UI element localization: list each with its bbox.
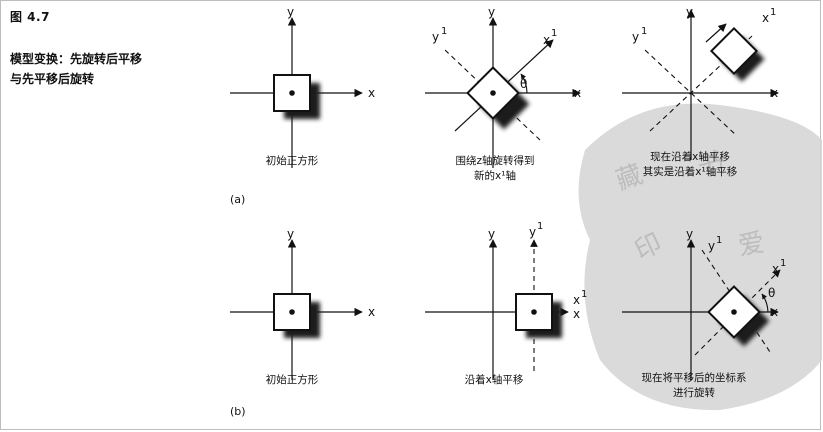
- y1-axis-sup: 1: [716, 235, 722, 246]
- panel-a3-caption-line-2: 其实是沿着x¹轴平移: [643, 165, 738, 178]
- rotation-arc: [520, 73, 528, 94]
- y1-axis-sup: 1: [441, 26, 447, 37]
- y1-axis-label: y: [708, 239, 715, 253]
- row-a-label: (a): [230, 193, 245, 206]
- y-axis-label: y: [488, 5, 495, 19]
- y1-axis: [644, 49, 738, 137]
- panel-a2: y x x 1 y 1 θ 围绕z轴旋转得到 新的x¹轴: [425, 5, 581, 182]
- x1-axis-label: x: [762, 11, 769, 25]
- x1-axis: [694, 269, 781, 356]
- x-axis-label: x: [771, 305, 778, 319]
- svg-text:爱: 爱: [736, 228, 767, 262]
- origin-dot: [490, 90, 496, 96]
- origin-dot: [289, 90, 295, 96]
- panel-b1: y x 初始正方形: [230, 227, 375, 386]
- x1-axis-label: x: [543, 33, 550, 47]
- panel-a1-caption: 初始正方形: [266, 154, 319, 167]
- row-b-label: (b): [230, 405, 246, 418]
- y-axis-label: y: [488, 227, 495, 241]
- figure-caption-line-2: 与先平移后旋转: [10, 72, 95, 86]
- x1-axis-sup: 1: [581, 289, 587, 300]
- y-axis-label: y: [686, 227, 693, 241]
- y-axis-label: y: [287, 227, 294, 241]
- square: [709, 26, 759, 76]
- panel-a3-caption-line-1: 现在沿着x轴平移: [650, 150, 730, 163]
- figure-caption-line-1: 模型变换：先旋转后平移: [10, 52, 143, 66]
- panel-b2: y y 1 x 1 x 沿着x轴平移: [425, 221, 587, 386]
- x-axis-label: x: [368, 86, 375, 100]
- origin-dot: [289, 309, 295, 315]
- x1-axis-sup: 1: [770, 7, 776, 18]
- panel-a2-caption-line-1: 围绕z轴旋转得到: [455, 154, 534, 167]
- panel-a2-caption-line-2: 新的x¹轴: [474, 169, 516, 182]
- y1-axis-label: y: [529, 225, 536, 239]
- origin-dot: [531, 309, 537, 315]
- panel-b3-caption-line-2: 进行旋转: [673, 386, 715, 399]
- y-axis-label: y: [287, 5, 294, 19]
- panel-b1-caption: 初始正方形: [266, 373, 319, 386]
- panel-b3-caption-line-1: 现在将平移后的坐标系: [642, 371, 747, 384]
- y1-axis-sup: 1: [537, 221, 543, 232]
- x-axis-label: x: [771, 86, 778, 100]
- x1-axis-sup: 1: [551, 28, 557, 39]
- y1-axis-sup: 1: [641, 26, 647, 37]
- y1-axis-label: y: [432, 30, 439, 44]
- x1-axis-sup: 1: [780, 258, 786, 269]
- y-axis-label: y: [686, 5, 693, 19]
- panel-a1: y x 初始正方形: [230, 5, 375, 168]
- y1-axis-label: y: [632, 30, 639, 44]
- panel-b2-caption: 沿着x轴平移: [465, 373, 524, 386]
- theta-label: θ: [520, 77, 527, 91]
- x-axis-label: x: [574, 86, 581, 100]
- x-axis-label: x: [368, 305, 375, 319]
- x1-axis-label: x: [772, 262, 779, 276]
- rotation-arc: [761, 293, 769, 313]
- x-axis-label: x: [573, 307, 580, 321]
- x1-axis-label: x: [573, 293, 580, 307]
- figure-label: 图 4.7: [10, 10, 50, 24]
- origin-dot: [731, 309, 737, 315]
- panel-a3: y x x 1 y 1 现在沿着x轴平移 其实是沿着x¹轴平移: [622, 5, 779, 178]
- theta-label: θ: [768, 286, 775, 300]
- translation-arrow: [705, 23, 727, 43]
- panel-b3: y x y 1 x 1 θ 现在将平移后的坐标系 进行旋转: [622, 227, 786, 399]
- y1-axis: [701, 249, 771, 353]
- watermark-stamp: 藏 书 印 爱: [578, 103, 822, 411]
